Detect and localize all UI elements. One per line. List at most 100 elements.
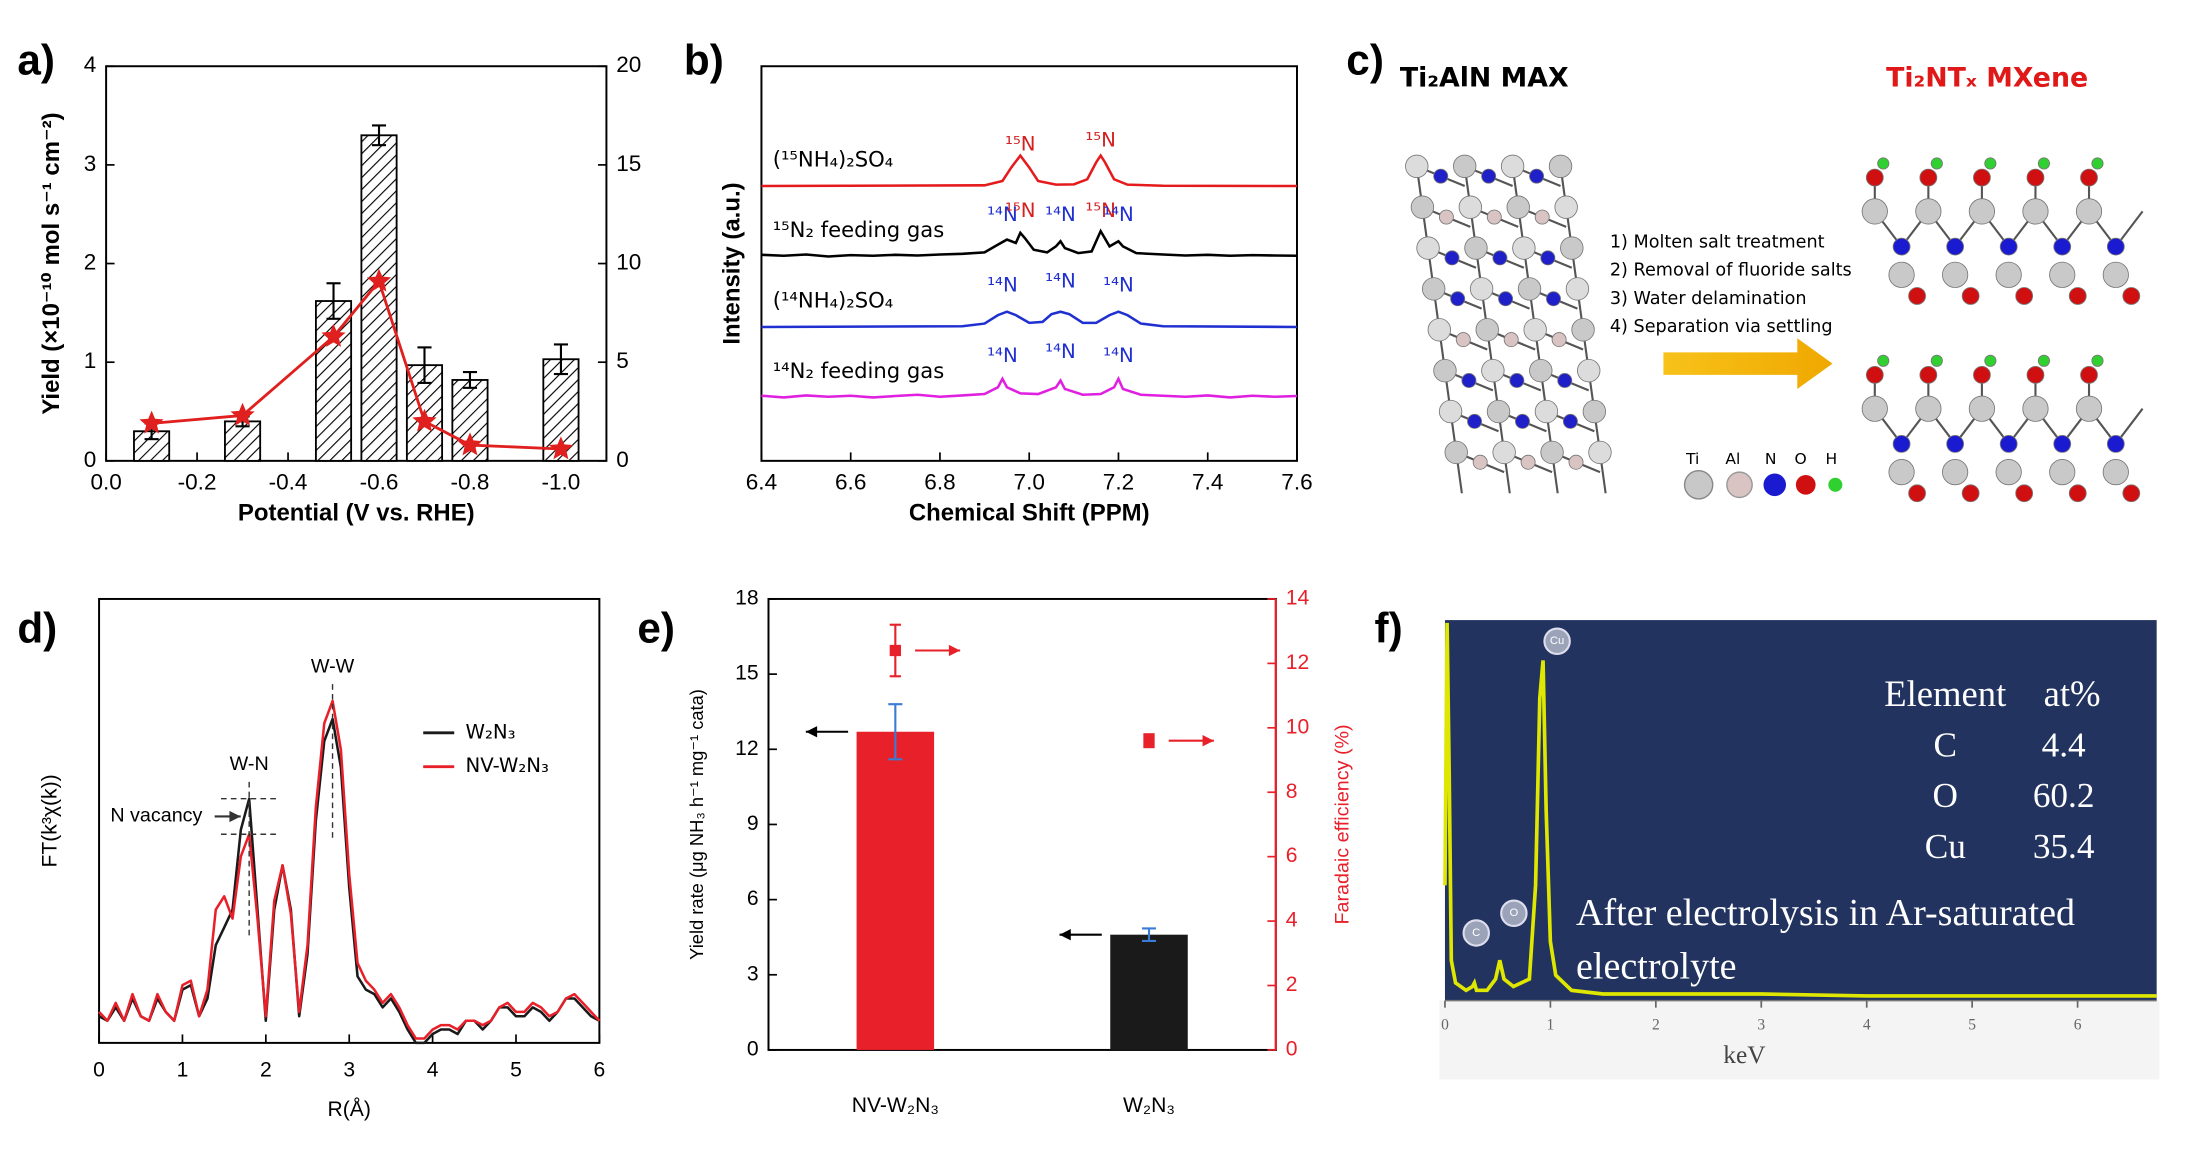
atom-legend — [1683, 470, 1714, 500]
bar — [224, 420, 262, 462]
plot-frame — [105, 65, 608, 462]
atom — [1565, 277, 1590, 301]
table-header: Element — [1884, 673, 2006, 714]
atom — [1961, 484, 1980, 503]
y-tick-label: 0 — [1286, 1038, 1298, 1061]
y-tick-label: 10 — [1286, 715, 1310, 738]
y-tick-label: 4 — [1286, 909, 1298, 932]
atom — [1915, 395, 1942, 422]
point-marker — [139, 410, 164, 434]
atom — [1961, 287, 1980, 305]
axis-label: Potential (V vs. RHE) — [238, 500, 475, 527]
atom — [1582, 399, 1607, 424]
y-tick-label: 12 — [735, 737, 759, 760]
atom-legend — [1828, 477, 1843, 492]
legend-text: O — [1794, 450, 1806, 468]
atom — [1438, 399, 1463, 424]
x-tick-label: 0 — [1441, 1017, 1449, 1034]
y-tick-label: 4 — [84, 52, 97, 77]
atom — [2080, 365, 2098, 384]
atom — [1464, 236, 1488, 260]
step-text: 1) Molten salt treatment — [1610, 232, 1825, 252]
legend-label: W₂N₃ — [465, 720, 515, 743]
peak-label: ¹⁵N — [1085, 128, 1116, 151]
atom — [1450, 291, 1466, 307]
y-tick-label: 3 — [747, 962, 759, 985]
atom — [1500, 154, 1525, 178]
atom — [1512, 236, 1536, 260]
axis-arrow-head — [805, 726, 818, 738]
atom — [1877, 157, 1890, 170]
trace-label: ¹⁵N₂ feeding gas — [773, 217, 945, 242]
y-tick-label: 14 — [1286, 587, 1310, 610]
table-cell: C — [1934, 725, 1958, 764]
annotation: N vacancy — [110, 805, 202, 827]
atom — [1930, 157, 1943, 170]
peak-label: Cu — [1550, 635, 1564, 647]
x-tick-label: -0.8 — [451, 469, 490, 494]
legend-text: Al — [1725, 450, 1740, 468]
atom — [1588, 440, 1612, 465]
bar — [360, 134, 398, 462]
atom — [1517, 277, 1542, 301]
axis-label: keV — [1723, 1041, 1766, 1069]
x-tick-label: 5 — [510, 1059, 522, 1082]
atom — [1492, 440, 1516, 465]
atom — [1919, 168, 1938, 187]
y-tick-label: 0 — [747, 1038, 759, 1061]
peak-label: ¹⁴N — [987, 203, 1018, 226]
y-tick-label: 9 — [747, 812, 759, 835]
panel-label: e) — [637, 605, 675, 652]
atom — [1892, 435, 1911, 453]
atom — [1475, 318, 1499, 342]
peak-label: ¹⁴N — [1103, 274, 1134, 297]
diagram-title: Ti₂AlN MAX — [1400, 62, 1569, 93]
x-tick-label: -0.4 — [269, 469, 308, 494]
y-tick-label: 6 — [1286, 844, 1298, 867]
trace-label: ¹⁴N₂ feeding gas — [773, 358, 945, 383]
atom — [1973, 168, 1991, 187]
atom — [1908, 484, 1926, 503]
atom — [1999, 435, 2018, 453]
atom — [2102, 459, 2129, 486]
table-header: at% — [2044, 673, 2101, 714]
atom — [1973, 365, 1991, 384]
atom — [1534, 209, 1550, 225]
table-cell: 35.4 — [2033, 827, 2095, 866]
atom — [1438, 209, 1454, 225]
x-tick-label: 2 — [260, 1059, 272, 1082]
atom — [1571, 318, 1595, 342]
y-tick-label: 18 — [735, 587, 759, 610]
atom — [1877, 354, 1890, 367]
line — [151, 278, 561, 451]
atom — [2053, 435, 2072, 453]
y-tick-label: 5 — [616, 348, 629, 373]
atom — [1520, 454, 1536, 470]
axis-arrow-head — [948, 644, 961, 657]
atom — [2015, 484, 2034, 503]
atom — [1529, 358, 1553, 383]
atom — [1523, 318, 1547, 342]
trace-label: (¹⁵NH₄)₂SO₄ — [773, 147, 894, 172]
peak-label: ¹⁴N — [1045, 203, 1076, 226]
atom — [1540, 250, 1556, 266]
note-text: After electrolysis in Ar-saturated — [1576, 892, 2075, 934]
atom — [1568, 454, 1584, 470]
atom — [1861, 395, 1888, 422]
step-text: 4) Separation via settling — [1610, 317, 1833, 337]
point-marker — [230, 402, 255, 426]
x-tick-label: -0.6 — [360, 469, 399, 494]
y-tick-label: 3 — [84, 151, 97, 176]
atom — [2091, 157, 2104, 170]
atom — [2102, 261, 2129, 288]
atom — [1481, 168, 1497, 184]
x-tick-label: W₂N₃ — [1123, 1094, 1175, 1117]
atom — [2053, 237, 2072, 256]
atom — [1506, 195, 1530, 219]
atom — [1534, 399, 1559, 424]
atom — [1946, 237, 1965, 256]
table-cell: 4.4 — [2042, 725, 2086, 764]
point-marker — [366, 268, 392, 292]
atom — [1919, 365, 1938, 384]
atom — [2026, 168, 2045, 187]
